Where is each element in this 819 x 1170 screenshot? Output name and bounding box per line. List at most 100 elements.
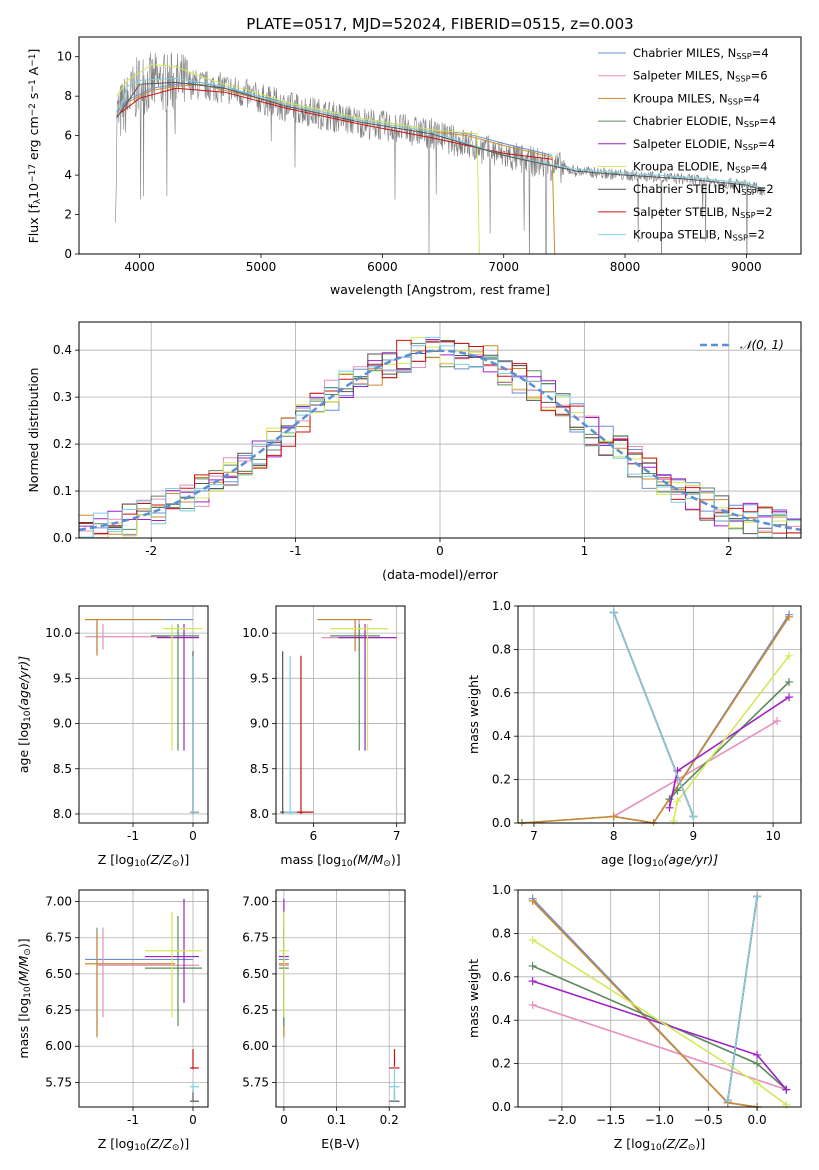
y-tick-label: 5.75 <box>45 1075 72 1089</box>
y-tick-label: 0.2 <box>492 1057 511 1071</box>
y-axis-label-part: ] <box>26 49 41 54</box>
x-axis-label-part: )] <box>179 852 189 867</box>
y-tick-label: 6.75 <box>45 931 72 945</box>
y-tick-label: 0.4 <box>53 343 72 357</box>
histogram-kroupa_stelib <box>79 336 801 538</box>
x-tick-label: 1 <box>581 544 589 558</box>
x-tick-label: -1 <box>127 829 139 843</box>
marker-salpeter_elodie <box>528 977 537 986</box>
series-salpeter_miles <box>613 720 778 818</box>
legend-label-salpeter_stelib-part: Salpeter STELIB, N <box>633 205 740 219</box>
y-tick-label: 8.5 <box>250 762 269 776</box>
spectrum-panel: 4000 5000 6000 7000 8000 9000 0 2 4 6 8 10 Chabrier … <box>26 36 802 297</box>
y-tick-label: 5.75 <box>242 1075 269 1089</box>
series-kroupa_stelib <box>727 896 758 1101</box>
x-axis-label-part: 10 <box>652 859 664 869</box>
y-tick-label: 6.75 <box>242 931 269 945</box>
spectrum-title: PLATE=0517, MJD=52024, FIBERID=0515, z=0… <box>246 15 633 33</box>
x-axis-label: Z [log10(Z/Z⊙)] <box>98 1136 189 1153</box>
y-tick-label: 0.0 <box>492 1100 511 1114</box>
x-tick-label: 9000 <box>731 260 762 274</box>
y-axis-label-part: erg cm <box>26 116 41 164</box>
x-axis-label-part: 10 <box>134 859 146 869</box>
age_vs_Z-panel: -1 08.08.59.09.510.0Z [log10(Z/Z⊙)]age [l… <box>16 605 209 869</box>
x-tick-label: 10 <box>765 829 780 843</box>
y-tick-label: 6.25 <box>242 1003 269 1017</box>
mass_weight_vs_Z-plot <box>528 892 791 1110</box>
gaussian-legend-label: 𝒩(0, 1) <box>740 338 784 352</box>
y-axis-label-part: −2 <box>28 103 38 116</box>
y-axis-label-part: s <box>26 93 41 104</box>
y-axis-label: age [log10(age/yr)] <box>16 656 33 773</box>
y-tick-label: 6 <box>64 129 72 143</box>
y-axis-label-part: )] <box>16 938 31 948</box>
marker-kroupa_stelib <box>753 892 762 901</box>
legend-label-chabrier_stelib-part: Chabrier STELIB, N <box>633 182 741 196</box>
y-axis-label: mass weight <box>466 675 481 754</box>
axes-frame <box>275 605 406 824</box>
legend-label-chabrier_stelib-part: SSP <box>741 187 756 197</box>
y-tick-label: 0 <box>64 247 72 261</box>
y-tick-label: 8.0 <box>53 807 72 821</box>
legend-label-salpeter_miles: Salpeter MILES, NSSP=6 <box>633 69 768 84</box>
marker-kroupa_elodie <box>528 935 537 944</box>
marker-kroupa_elodie <box>673 797 682 806</box>
x-axis-label: wavelength [Angstrom, rest frame] <box>330 282 550 297</box>
mass_weight_vs_Z-panel: −2.0 −1.5 −1.0 −0.5 0.0 0.0 0.2 0.4 0.6 0.8 1.0 Z [… <box>466 883 802 1153</box>
x-axis-label: age [log10(age/yr)] <box>601 852 718 869</box>
x-tick-label: 0 <box>436 544 444 558</box>
age_vs_mass-plot <box>280 618 397 814</box>
legend-label-kroupa_miles: Kroupa MILES, NSSP=4 <box>633 91 760 106</box>
legend-label-chabrier_stelib: Chabrier STELIB, NSSP=2 <box>633 182 774 197</box>
y-axis-label-part: λ <box>33 198 43 204</box>
y-tick-label: 6.25 <box>45 1003 72 1017</box>
legend-label-kroupa_miles-part: Kroupa MILES, N <box>633 91 728 105</box>
x-axis-label-part: )] <box>695 1136 705 1151</box>
legend-label-chabrier_elodie: Chabrier ELODIE, NSSP=4 <box>633 114 776 129</box>
series-kroupa_stelib <box>612 612 695 817</box>
legend-label-chabrier_stelib-part: =2 <box>757 182 774 196</box>
legend-label-chabrier_miles-part: =4 <box>752 46 769 60</box>
x-tick-label: 7 <box>530 829 538 843</box>
y-tick-label: 9.5 <box>250 671 269 685</box>
model-spectrum-chabrier_stelib <box>116 81 765 192</box>
x-axis-label-part: Z [log <box>98 1136 134 1151</box>
model-spectrum-kroupa_stelib <box>116 77 765 190</box>
y-tick-label: 0.2 <box>53 437 72 451</box>
y-tick-label: 8.5 <box>53 762 72 776</box>
mass_vs_EBV-panel: 0 0.1 0.2 5.75 6.00 6.25 6.50 6.75 7.00 E(B-V) <box>242 889 406 1151</box>
x-axis-label-part: )] <box>391 852 401 867</box>
legend-label-salpeter_elodie: Salpeter ELODIE, NSSP=4 <box>633 137 775 152</box>
mass_vs_Z-plot <box>85 898 202 1102</box>
x-axis-label: mass [log10(M/M⊙)] <box>280 852 400 869</box>
series-kroupa_miles <box>521 616 790 824</box>
marker-salpeter_miles <box>528 1001 537 1010</box>
mass_weight_vs_age-plot <box>517 608 794 826</box>
x-tick-label: 0 <box>189 1113 197 1127</box>
marker-kroupa_stelib <box>689 812 698 821</box>
x-tick-label: 2 <box>725 544 733 558</box>
legend-label-kroupa_elodie-part: Kroupa ELODIE, N <box>633 160 735 174</box>
x-tick-label: -2 <box>145 544 157 558</box>
x-tick-label: -1 <box>290 544 302 558</box>
y-tick-label: 8.0 <box>250 807 269 821</box>
x-tick-label: -1 <box>127 1113 139 1127</box>
series-salpeter_elodie <box>668 696 790 808</box>
mass_vs_Z-panel: -1 05.756.006.256.506.757.00Z [log10(Z/Z⊙… <box>16 889 209 1153</box>
legend-label-kroupa_stelib-part: SSP <box>733 233 748 243</box>
marker-chabrier_elodie <box>673 786 682 795</box>
x-axis-label-part: ⊙ <box>172 859 180 869</box>
x-tick-label: −1.0 <box>645 1113 674 1127</box>
legend-label-salpeter_elodie-part: =4 <box>758 137 775 151</box>
y-tick-label: 6.50 <box>45 967 72 981</box>
legend-label-salpeter_miles-part: SSP <box>735 74 750 84</box>
legend-label-chabrier_elodie-part: SSP <box>744 119 759 129</box>
x-tick-label: 4000 <box>124 260 155 274</box>
legend-label-kroupa_stelib-part: Kroupa STELIB, N <box>633 228 733 242</box>
legend-label-chabrier_miles-part: Chabrier MILES, N <box>633 46 736 60</box>
y-axis-label-part: (M/M <box>16 956 31 987</box>
y-tick-label: 0.1 <box>53 484 72 498</box>
marker-kroupa_stelib <box>609 608 618 617</box>
axes-frame <box>78 889 209 1108</box>
